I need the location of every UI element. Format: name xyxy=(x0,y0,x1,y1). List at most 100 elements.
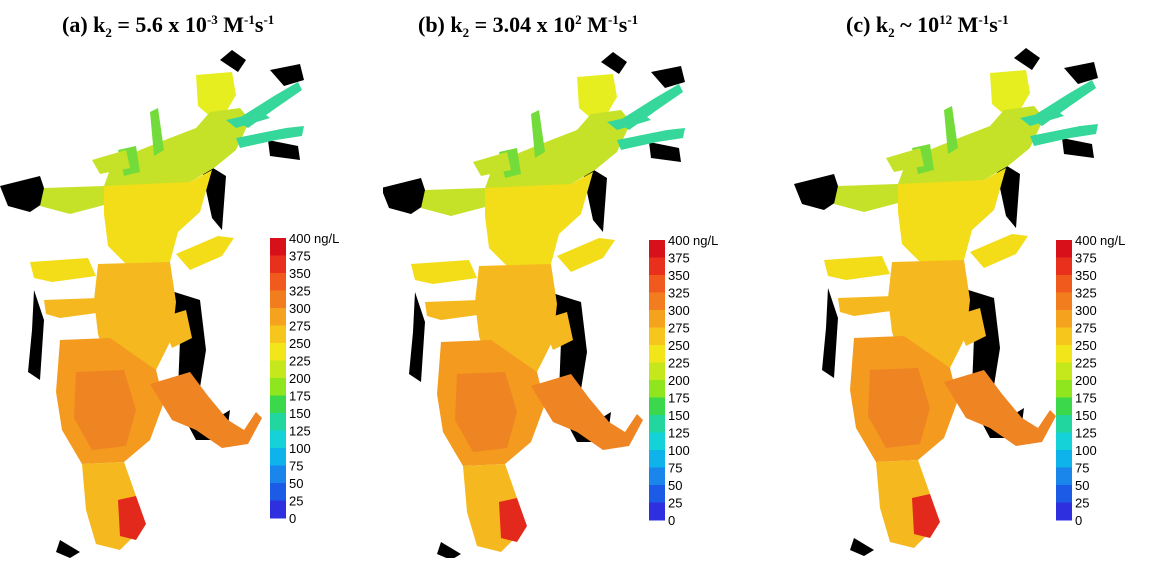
water-region xyxy=(834,184,902,212)
water-region xyxy=(577,74,617,120)
legend-swatch xyxy=(1056,240,1072,258)
legend-swatch xyxy=(270,238,286,256)
legend-label: 225 xyxy=(668,356,690,371)
water-region xyxy=(74,370,136,450)
water-region xyxy=(226,112,270,128)
water-region xyxy=(44,298,104,318)
water-region xyxy=(898,168,1006,264)
legend-label: 75 xyxy=(289,459,303,474)
legend-unit: ng/L xyxy=(314,231,339,246)
water-region xyxy=(455,372,517,452)
legend-swatch xyxy=(270,360,286,379)
legend-label: 225 xyxy=(1075,356,1097,371)
legend-label: 375 xyxy=(289,249,311,264)
water-region xyxy=(236,126,304,148)
land-shape xyxy=(270,64,304,86)
water-region xyxy=(838,296,898,316)
legend-label: 25 xyxy=(289,494,303,509)
water-region xyxy=(1030,124,1098,146)
bay-map-c xyxy=(794,48,1098,556)
legend-label: 25 xyxy=(1075,496,1089,511)
legend-swatch xyxy=(649,485,665,503)
legend-swatch xyxy=(649,397,665,416)
land-shape xyxy=(822,288,838,378)
legend-label: 50 xyxy=(289,476,303,491)
legend-swatch xyxy=(270,430,286,449)
legend-swatch xyxy=(649,257,665,276)
legend-label: 300 xyxy=(289,301,311,316)
legend-unit: ng/L xyxy=(693,233,718,248)
legend-swatch xyxy=(270,255,286,274)
water-region xyxy=(92,150,130,174)
legend-unit: ng/L xyxy=(1100,233,1125,248)
color-legend-a: 4003753503253002752502252001751501251007… xyxy=(270,231,339,526)
legend-label: 125 xyxy=(668,426,690,441)
water-region xyxy=(160,310,192,348)
legend-label: 375 xyxy=(1075,251,1097,266)
legend-label: 0 xyxy=(289,511,296,526)
land-shape xyxy=(649,142,681,162)
legend-swatch xyxy=(1056,362,1072,381)
legend-swatch xyxy=(649,327,665,346)
land-shape xyxy=(794,174,842,210)
legend-swatch xyxy=(649,362,665,381)
water-region xyxy=(531,374,643,450)
legend-swatch xyxy=(270,308,286,326)
legend-swatch xyxy=(1056,415,1072,433)
legend-label: 150 xyxy=(289,406,311,421)
legend-swatch xyxy=(1056,450,1072,468)
water-region xyxy=(485,172,593,268)
legend-label: 150 xyxy=(668,408,690,423)
legend-swatch xyxy=(649,380,665,398)
legend-label: 275 xyxy=(289,319,311,334)
legend-swatch xyxy=(1056,432,1072,451)
land-shape xyxy=(409,292,425,382)
land-shape xyxy=(28,290,44,380)
legend-label: 150 xyxy=(1075,408,1097,423)
water-region xyxy=(541,312,573,350)
legend-swatch xyxy=(1056,292,1072,311)
water-region xyxy=(104,108,250,196)
legend-swatch xyxy=(270,465,286,484)
legend-label: 175 xyxy=(1075,391,1097,406)
land-shape xyxy=(1014,48,1040,70)
legend-label: 100 xyxy=(289,441,311,456)
legend-swatch xyxy=(1056,467,1072,486)
legend-label: 175 xyxy=(289,389,311,404)
legend-label: 200 xyxy=(668,373,690,388)
legend-swatch xyxy=(270,290,286,309)
legend-swatch xyxy=(649,467,665,486)
legend-swatch xyxy=(649,240,665,258)
legend-label: 400 xyxy=(289,231,311,246)
water-region xyxy=(617,128,685,150)
land-shape xyxy=(1062,138,1094,158)
legend-label: 250 xyxy=(1075,338,1097,353)
legend-swatch xyxy=(270,500,286,519)
legend-swatch xyxy=(649,415,665,433)
legend-swatch xyxy=(1056,275,1072,293)
legend-label: 350 xyxy=(668,268,690,283)
water-region xyxy=(411,260,477,284)
water-region xyxy=(40,186,108,214)
legend-label: 275 xyxy=(668,321,690,336)
panel-c: (c) k2 ~ 1012 M-1s-1 400 375 350 325 300 275 2… xyxy=(766,0,1149,558)
water-region xyxy=(473,152,511,176)
color-legend-b: 4003753503253002752502252001751501251007… xyxy=(649,233,718,528)
legend-swatch xyxy=(649,502,665,521)
water-region xyxy=(970,234,1028,268)
water-region xyxy=(196,72,236,118)
legend-swatch xyxy=(270,413,286,431)
water-region xyxy=(824,256,890,280)
legend-swatch xyxy=(649,432,665,451)
legend-label: 250 xyxy=(289,336,311,351)
water-region xyxy=(425,300,485,320)
panel-b: (b) k2 = 3.04 x 102 M-1s-1 400 375 350 325 3… xyxy=(383,0,766,558)
bay-water-b xyxy=(411,74,685,552)
legend-swatch xyxy=(1056,327,1072,346)
shoreline-land-a xyxy=(0,50,304,558)
legend-label: 325 xyxy=(668,286,690,301)
land-shape xyxy=(56,540,80,558)
panel-title-a: (a) k2 = 5.6 x 10-3 M-1s-1 xyxy=(62,12,275,40)
legend-swatch xyxy=(270,448,286,466)
legend-swatch xyxy=(270,395,286,414)
